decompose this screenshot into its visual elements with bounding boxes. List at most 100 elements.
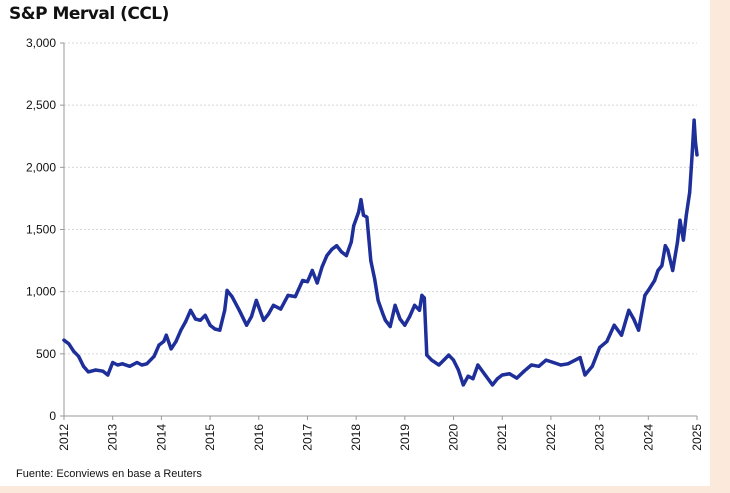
- data-point: [376, 298, 380, 302]
- data-point: [67, 342, 71, 346]
- x-tick-label: 2025: [690, 424, 704, 451]
- data-point: [62, 338, 66, 342]
- data-point: [101, 369, 105, 373]
- data-point: [120, 362, 125, 366]
- data-point: [632, 317, 636, 321]
- x-tick-label: 2020: [447, 424, 461, 451]
- data-point: [271, 303, 275, 307]
- data-point: [213, 327, 217, 331]
- data-point: [692, 118, 696, 122]
- data-point: [515, 376, 519, 380]
- data-point: [456, 368, 461, 372]
- data-point: [495, 377, 499, 381]
- data-point: [688, 190, 692, 194]
- data-point: [254, 298, 258, 302]
- data-point: [293, 295, 297, 299]
- data-point: [605, 339, 609, 343]
- data-point: [422, 296, 426, 300]
- data-point: [193, 317, 198, 321]
- data-point: [388, 324, 392, 329]
- data-point: [681, 238, 685, 242]
- data-point: [325, 254, 329, 258]
- data-point: [646, 288, 650, 293]
- data-point: [612, 323, 616, 327]
- data-point: [140, 363, 144, 367]
- x-tick-label: 2017: [300, 424, 314, 451]
- data-point: [678, 218, 682, 222]
- data-point: [72, 349, 76, 353]
- data-point: [310, 268, 314, 273]
- data-point: [208, 323, 212, 327]
- data-point: [359, 198, 363, 202]
- data-point: [262, 318, 266, 322]
- data-point: [330, 247, 334, 251]
- data-point: [437, 363, 441, 367]
- data-point: [164, 333, 168, 337]
- data-point: [198, 318, 202, 322]
- data-point: [365, 215, 369, 219]
- data-point: [77, 354, 81, 358]
- data-point: [203, 313, 207, 317]
- data-point: [471, 377, 475, 381]
- data-point: [559, 363, 563, 367]
- data-point: [544, 358, 548, 362]
- data-point: [636, 328, 641, 332]
- data-point: [522, 369, 526, 373]
- x-tick-label: 2021: [495, 424, 509, 451]
- data-point: [349, 240, 353, 244]
- data-point: [551, 360, 555, 365]
- data-point: [660, 263, 664, 268]
- data-point: [425, 353, 429, 357]
- data-point: [451, 358, 456, 362]
- data-point: [218, 328, 222, 332]
- data-point: [381, 312, 385, 316]
- data-point: [115, 363, 120, 367]
- y-tick-label: 0: [49, 409, 56, 423]
- data-point: [300, 278, 305, 283]
- data-point: [671, 268, 675, 273]
- data-point: [152, 354, 156, 358]
- data-point: [179, 328, 183, 332]
- data-point: [590, 364, 594, 368]
- y-tick-label: 1,500: [26, 223, 56, 237]
- data-point: [529, 363, 534, 367]
- data-point: [466, 374, 470, 378]
- data-point: [237, 308, 241, 312]
- data-point: [286, 293, 290, 297]
- data-point: [500, 373, 504, 377]
- data-point: [490, 383, 495, 387]
- x-tick-label: 2019: [398, 424, 412, 451]
- data-point: [483, 373, 487, 377]
- data-point: [266, 312, 271, 316]
- x-tick-label: 2012: [57, 424, 71, 451]
- x-tick-label: 2016: [252, 424, 266, 451]
- data-point: [128, 364, 132, 368]
- data-point: [339, 250, 344, 254]
- data-point: [352, 224, 356, 228]
- data-point: [398, 317, 402, 321]
- data-point: [403, 323, 407, 327]
- data-point: [476, 363, 480, 367]
- data-point: [356, 210, 361, 214]
- data-point: [583, 373, 587, 377]
- data-point: [369, 258, 373, 263]
- x-tick-label: 2014: [154, 424, 168, 451]
- y-tick-label: 1,000: [26, 285, 56, 299]
- data-point: [223, 308, 227, 312]
- data-point: [420, 293, 424, 297]
- data-point: [656, 268, 660, 273]
- data-point: [412, 303, 417, 307]
- x-tick-label: 2015: [203, 424, 217, 451]
- data-point: [244, 323, 249, 327]
- chart-panel: [0, 0, 710, 486]
- x-tick-label: 2013: [106, 424, 120, 451]
- y-tick-label: 3,000: [26, 36, 56, 50]
- data-point: [344, 254, 349, 258]
- data-point: [643, 293, 647, 297]
- data-point: [573, 358, 577, 362]
- data-point: [157, 343, 161, 347]
- data-point: [249, 314, 254, 319]
- data-point: [162, 339, 166, 343]
